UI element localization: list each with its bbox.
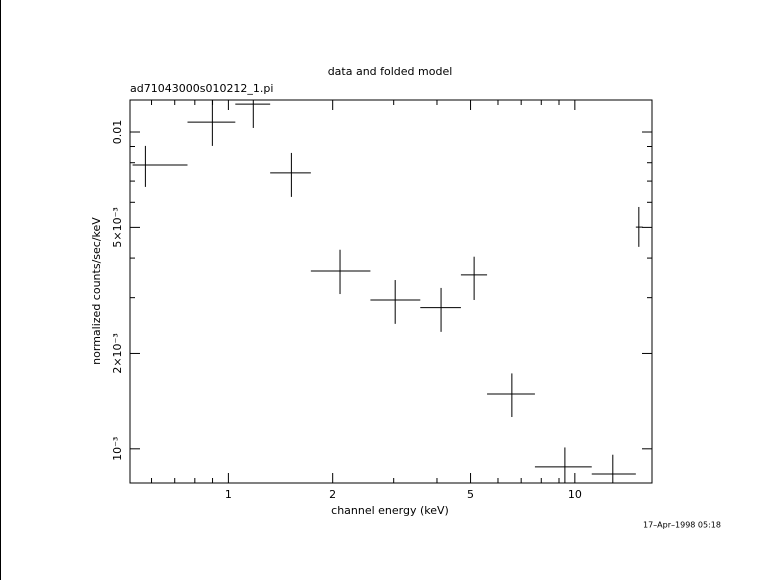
y-tick-label: 5×10⁻³ xyxy=(111,207,124,247)
x-tick-label: 10 xyxy=(568,488,582,501)
plot-frame xyxy=(129,99,653,484)
plot-area xyxy=(132,100,643,483)
y-axis-label: normalized counts/sec/keV xyxy=(90,217,103,365)
chart-subtitle: ad71043000s010212_1.pi xyxy=(130,82,273,95)
y-tick-label: 0.01 xyxy=(111,120,124,145)
y-tick-label: 10⁻³ xyxy=(111,437,124,461)
x-axis-label: channel energy (keV) xyxy=(331,504,449,517)
chart-title: data and folded model xyxy=(328,65,453,78)
timestamp: 17–Apr–1998 05:18 xyxy=(643,521,721,530)
x-tick-label: 5 xyxy=(467,488,474,501)
y-tick-label: 2×10⁻³ xyxy=(111,333,124,373)
x-tick-label: 1 xyxy=(225,488,232,501)
x-tick-label: 2 xyxy=(329,488,336,501)
